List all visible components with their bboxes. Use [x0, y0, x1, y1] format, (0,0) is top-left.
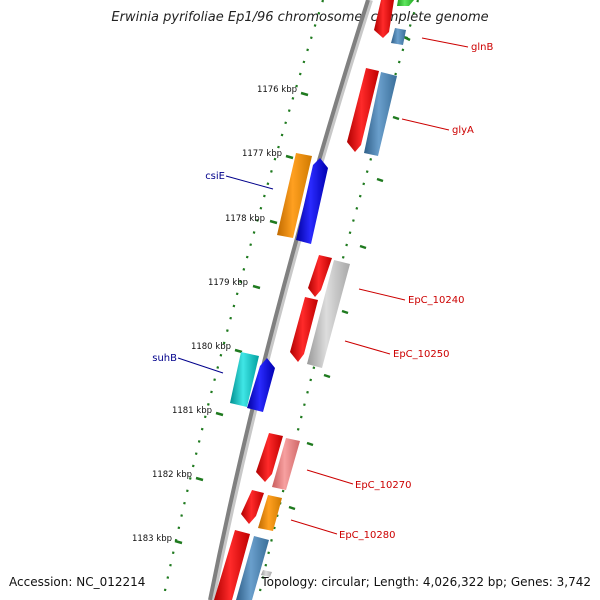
gene-feature-red[interactable] [374, 0, 394, 38]
gene-feature-red[interactable] [241, 490, 264, 524]
gene-feature-blue[interactable] [247, 358, 275, 412]
ruler-tick-1179: 1179 kbp [208, 278, 261, 290]
ruler-tick-1181: 1181 kbp [172, 406, 224, 417]
gene-feature-red[interactable] [347, 68, 379, 152]
gene-label-EpC_10280[interactable]: EpC_10280 [339, 530, 395, 541]
gene-feature-gray[interactable] [307, 260, 350, 368]
ruler-tick-1176: 1176 kbp [257, 85, 309, 97]
gene-label-EpC_10270[interactable]: EpC_10270 [355, 480, 411, 491]
ruler-tick-label: 1181 kbp [172, 406, 212, 416]
ruler-tick-label: 1182 kbp [152, 470, 192, 480]
gene-feature-orange[interactable] [258, 495, 282, 531]
ruler-tick-label: 1176 kbp [257, 85, 297, 95]
genome-backbone [208, 0, 370, 600]
gene-label-glnB[interactable]: glnB [471, 42, 493, 53]
gene-feature-gray[interactable] [261, 570, 272, 577]
ruler-tick-label: 1183 kbp [132, 534, 172, 544]
gene-label-EpC_10240[interactable]: EpC_10240 [408, 295, 464, 306]
gene-feature-red[interactable] [214, 530, 250, 600]
gene-feature-blue[interactable] [296, 158, 328, 244]
label-connectors [177, 37, 469, 535]
gene-feature-green[interactable] [397, 0, 414, 6]
gene-feature-steelblue[interactable] [364, 72, 397, 156]
gene-feature-red[interactable] [256, 433, 283, 482]
ruler-tick-1178: 1178 kbp [225, 214, 278, 225]
gene-label-EpC_10250[interactable]: EpC_10250 [393, 349, 449, 360]
ruler-tick-1177: 1177 kbp [242, 149, 294, 160]
ruler-tick-1182: 1182 kbp [152, 470, 204, 482]
outer-ring-ticks [288, 35, 411, 511]
accession-text: Accession: NC_012214 [9, 575, 146, 589]
gene-feature-red[interactable] [308, 255, 332, 297]
gene-feature-salmon[interactable] [272, 438, 300, 490]
ruler-tick-1183: 1183 kbp [132, 534, 183, 545]
gene-feature-steelblue[interactable] [391, 28, 406, 45]
ruler-tick-label: 1180 kbp [191, 342, 231, 352]
gene-label-suhB[interactable]: suhB [152, 353, 177, 364]
ruler-tick-label: 1178 kbp [225, 214, 265, 224]
ruler-tick-label: 1177 kbp [242, 149, 282, 159]
gene-feature-red[interactable] [290, 297, 318, 362]
gene-label-glyA[interactable]: glyA [452, 125, 474, 136]
gene-feature-steelblue[interactable] [236, 536, 269, 600]
ruler-tick-label: 1179 kbp [208, 278, 248, 288]
map-title: Erwinia pyrifoliae Ep1/96 chromosome, co… [111, 10, 489, 25]
gene-feature-cyan[interactable] [230, 352, 259, 407]
ruler-tick-1180: 1180 kbp [191, 342, 243, 354]
gene-feature-orange[interactable] [277, 153, 312, 238]
topology-text: Topology: circular; Length: 4,026,322 bp… [261, 575, 591, 589]
gene-label-csiE[interactable]: csiE [205, 171, 225, 182]
